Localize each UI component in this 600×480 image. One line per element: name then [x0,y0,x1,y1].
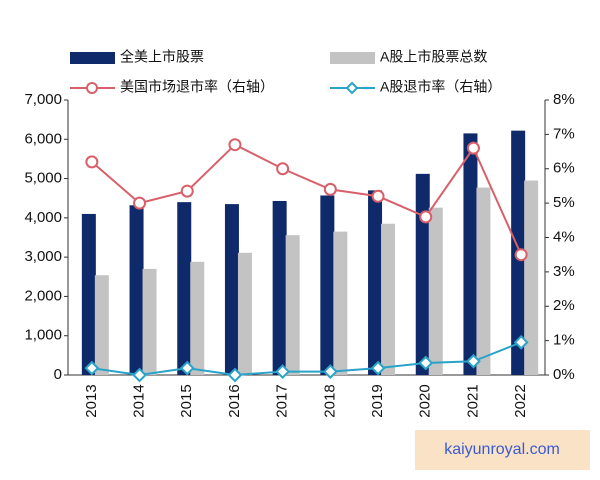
x-tick-label: 2015 [178,384,195,417]
watermark: kaiyunroyal.com [444,441,560,458]
y2-tick-label: 2% [553,297,575,314]
bar [142,268,157,375]
bar [415,173,430,375]
marker [371,189,385,203]
bar [333,231,348,375]
y2-tick-label: 5% [553,194,575,211]
legend-label: A股上市股票总数 [380,49,487,65]
y2-tick-label: 4% [553,228,575,245]
bar [524,180,539,375]
x-tick-label: 2018 [321,384,338,417]
y-tick-label: 4,000 [24,209,62,226]
marker [84,360,100,376]
bar [320,195,335,375]
bar [81,213,96,375]
bar [476,187,491,375]
marker [323,182,337,196]
y-tick-label: 6,000 [24,130,62,147]
marker [275,364,291,379]
marker [370,360,386,376]
marker [466,141,480,155]
marker [85,155,99,169]
y2-tick-label: 1% [553,332,575,349]
y-tick-label: 1,000 [24,327,62,344]
legend-label: 美国市场退市率（右轴） [120,79,274,95]
y2-tick-label: 6% [553,160,575,177]
x-tick-label: 2013 [83,384,100,417]
x-tick-label: 2021 [464,384,481,417]
bar [177,202,192,375]
marker [228,138,242,152]
y2-tick-label: 8% [553,91,575,108]
y-tick-label: 2,000 [24,287,62,304]
marker [514,248,528,262]
marker [180,184,194,198]
marker [227,367,243,383]
marker [418,355,434,371]
y2-tick-label: 7% [553,125,575,142]
marker [322,364,338,379]
x-tick-label: 2016 [226,384,243,417]
bar [428,207,443,375]
legend-swatch [330,52,375,64]
legend-marker [345,81,359,95]
bar [463,133,478,375]
marker [133,196,147,210]
x-tick-label: 2019 [369,384,386,417]
legend-marker [86,82,98,94]
y2-tick-label: 0% [553,366,575,383]
x-tick-label: 2022 [512,384,529,417]
legend-label: 全美上市股票 [120,49,204,65]
legend-label: A股退市率（右轴） [380,79,501,95]
line [91,341,522,377]
y-tick-label: 7,000 [24,91,62,108]
y-tick-label: 5,000 [24,170,62,187]
bar [129,205,144,375]
marker [513,334,529,350]
bar [381,223,396,375]
marker [466,353,481,369]
bar [368,190,383,375]
y-tick-label: 0 [54,366,62,383]
marker [276,162,290,176]
marker [179,360,195,376]
y2-tick-label: 3% [553,263,575,280]
legend-swatch [70,52,115,64]
x-tick-label: 2017 [274,384,291,417]
x-tick-label: 2020 [417,384,434,417]
line [91,143,523,256]
bar [190,261,205,375]
bar [94,275,109,375]
bar [237,252,252,375]
bar [224,204,239,375]
watermark-box [415,430,590,470]
x-tick-label: 2014 [131,384,148,417]
bar [285,235,300,375]
y-tick-label: 3,000 [24,248,62,265]
marker [132,367,147,383]
marker [419,210,433,224]
bar [272,200,287,375]
